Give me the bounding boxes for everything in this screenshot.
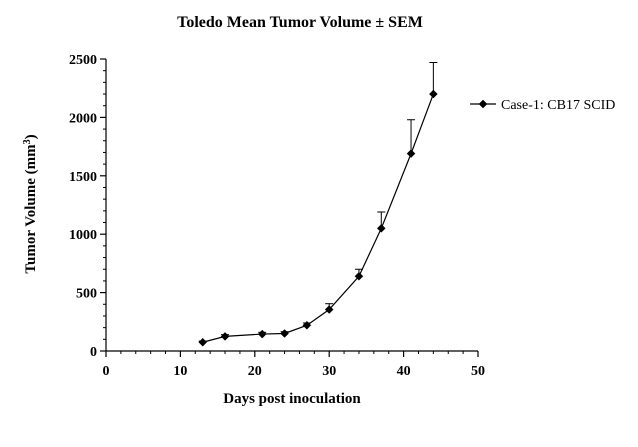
y-axis-title-main: Tumor Volume (mm — [23, 144, 39, 274]
y-tick-label: 500 — [76, 287, 97, 302]
chart-title: Toledo Mean Tumor Volume ± SEM — [177, 14, 423, 31]
y-tick-label: 2000 — [69, 111, 97, 126]
x-tick-label: 40 — [397, 364, 411, 379]
y-tick-label: 2500 — [69, 53, 97, 68]
data-point — [324, 305, 334, 314]
y-axis-title-superscript: 3 — [22, 139, 33, 144]
data-point — [257, 329, 267, 339]
data-point — [280, 329, 289, 338]
y-axis-title-suffix: ) — [23, 134, 39, 139]
series-layer — [198, 62, 438, 347]
x-tick-label: 10 — [173, 364, 187, 379]
data-point — [220, 332, 230, 341]
data-point — [302, 320, 312, 330]
data-point — [406, 149, 416, 158]
x-tick-label: 50 — [471, 364, 485, 379]
data-point — [354, 271, 364, 281]
x-axis-title: Days post inoculation — [223, 391, 361, 407]
data-point — [376, 224, 386, 233]
y-axis-title: Tumor Volume (mm3) — [22, 134, 40, 273]
x-tick-label: 30 — [322, 364, 336, 379]
legend: Case-1: CB17 SCID — [470, 98, 615, 113]
x-tick-label: 0 — [103, 364, 110, 379]
y-tick-label: 0 — [90, 345, 97, 360]
x-tick-label: 20 — [248, 364, 262, 379]
series-line — [202, 93, 434, 343]
data-point — [198, 337, 208, 347]
y-tick-label: 1000 — [69, 228, 97, 243]
y-tick-label: 1500 — [69, 170, 97, 185]
legend-label: Case-1: CB17 SCID — [501, 98, 615, 113]
legend-marker — [478, 99, 488, 109]
series-0 — [198, 62, 438, 347]
data-point — [429, 89, 438, 99]
